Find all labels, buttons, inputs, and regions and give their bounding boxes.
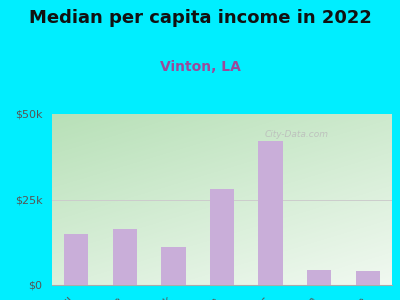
Bar: [64, 234, 88, 285]
Bar: [210, 189, 234, 285]
Bar: [356, 271, 380, 285]
Bar: [161, 248, 186, 285]
Text: Vinton, LA: Vinton, LA: [160, 60, 240, 74]
Text: Median per capita income in 2022: Median per capita income in 2022: [28, 9, 372, 27]
Bar: [307, 270, 331, 285]
Bar: [258, 141, 283, 285]
Text: City-Data.com: City-Data.com: [265, 130, 329, 139]
Bar: [113, 229, 137, 285]
